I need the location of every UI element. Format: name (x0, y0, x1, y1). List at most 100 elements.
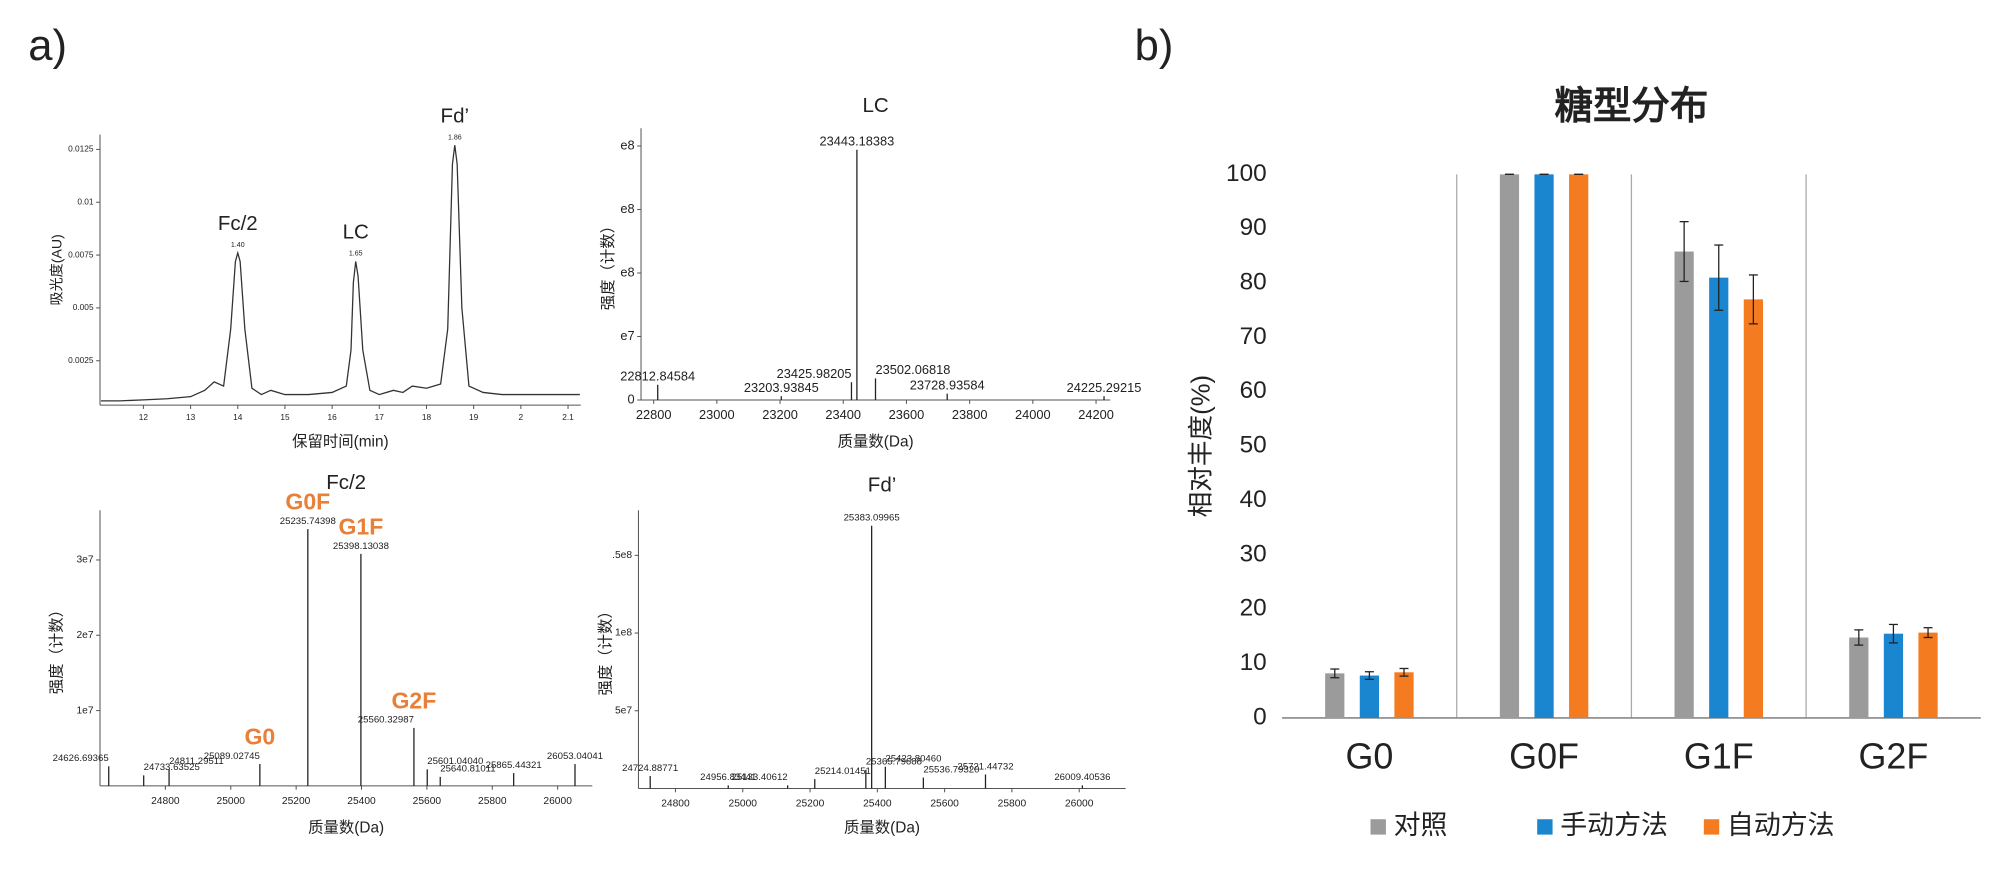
x-tick-label: 25000 (729, 799, 758, 810)
x-tick-label: 24000 (1015, 407, 1051, 422)
bar (1359, 675, 1380, 718)
x-tick-label: 15 (280, 412, 290, 422)
y-axis-label: 相对丰度(%) (1186, 375, 1215, 517)
x-tick-label: G0F (1509, 736, 1579, 776)
peak-label: 25383.09965 (844, 513, 900, 524)
y-tick-label: 1e7 (76, 705, 93, 716)
bar (1918, 632, 1938, 718)
bar (1499, 174, 1520, 718)
y-tick-label: e8 (620, 137, 634, 152)
peak-annotation: G0 (244, 724, 275, 750)
peak-label: 24724.88771 (622, 763, 678, 774)
x-tick-label: 16 (327, 412, 337, 422)
panel-label: b) (1135, 22, 1174, 70)
y-tick-label: 0.0025 (68, 355, 94, 365)
x-tick-label: 25800 (478, 796, 507, 807)
peak-label: 24626.69365 (53, 753, 109, 764)
peak-label: 25089.02745 (204, 751, 260, 762)
trace (100, 145, 580, 402)
y-tick-label: 60 (1240, 377, 1267, 404)
peak-label: 23728.93584 (910, 377, 985, 392)
legend-swatch (1370, 819, 1386, 835)
y-tick-label: 50 (1240, 432, 1267, 459)
bar (1849, 637, 1869, 718)
x-tick-label: 18 (422, 412, 432, 422)
x-tick-label: 12 (139, 412, 149, 422)
x-tick-label: 23800 (952, 407, 988, 422)
x-axis-label: 保留时间(min) (292, 432, 389, 450)
y-axis-label: 强度（计数） (596, 603, 614, 695)
peak-label: 26053.04041 (547, 751, 603, 762)
x-tick-label: 25200 (796, 799, 825, 810)
x-tick-label: 23000 (699, 407, 735, 422)
peak-label: 24733.63525 (144, 762, 200, 773)
x-tick-label: 25200 (282, 796, 311, 807)
y-tick-label: 0.01 (77, 196, 94, 206)
x-tick-label: 23400 (825, 407, 861, 422)
peak-label: 23425.98205 (777, 366, 852, 381)
x-axis-label: 质量数(Da) (844, 818, 920, 836)
bar (1674, 251, 1694, 718)
peak-label: 25133.40612 (732, 772, 788, 783)
peak-label: 25214.01451 (815, 766, 871, 777)
peak-annotation: Fc/2 (218, 212, 258, 235)
x-tick-label: 25000 (217, 796, 246, 807)
peak-label: 25365.79688 (866, 757, 922, 768)
y-tick-label: 80 (1240, 269, 1267, 296)
y-tick-label: 0.0075 (68, 249, 94, 259)
x-tick-label: 2 (519, 412, 524, 422)
x-tick-label: 17 (375, 412, 385, 422)
y-tick-label: 0.0125 (68, 144, 94, 154)
bar (1394, 672, 1414, 718)
peak-label: 25536.79320 (923, 764, 979, 775)
y-tick-label: e8 (620, 264, 634, 279)
x-tick-label: 26000 (1065, 799, 1094, 810)
y-axis-label: 强度（计数） (599, 218, 617, 310)
peak-annotation: G0F (285, 489, 330, 515)
chart-title: 糖型分布 (1555, 85, 1709, 128)
x-tick-label: 22800 (636, 407, 672, 422)
y-tick-label: .5e8 (612, 550, 632, 561)
x-tick-label: 23200 (762, 407, 798, 422)
peak-annotation: G2F (391, 687, 436, 713)
peak-label: 1.86 (448, 134, 462, 141)
x-tick-label: G1F (1684, 736, 1754, 776)
y-tick-label: 40 (1240, 486, 1267, 513)
peak-label: 25560.32987 (358, 715, 414, 726)
y-tick-label: 5e7 (615, 705, 632, 716)
x-tick-label: 14 (233, 412, 243, 422)
y-tick-label: 0.005 (73, 302, 94, 312)
peak-label: 25235.74398 (280, 516, 336, 527)
x-tick-label: 25800 (998, 799, 1027, 810)
x-tick-label: 25600 (930, 799, 959, 810)
bar (1325, 673, 1345, 718)
peak-label: 1.65 (349, 251, 363, 258)
x-tick-label: 25400 (863, 799, 892, 810)
x-tick-label: 24200 (1078, 407, 1114, 422)
panel-label: a) (28, 22, 67, 70)
bar (1883, 633, 1904, 718)
chart-title: LC (863, 94, 889, 117)
x-tick-label: 2.1 (562, 412, 574, 422)
x-tick-label: 25400 (347, 796, 376, 807)
peak-annotation: LC (343, 221, 369, 244)
peak-label: 23203.93845 (744, 380, 819, 395)
x-tick-label: 24800 (661, 799, 690, 810)
y-tick-label: 10 (1240, 649, 1267, 676)
y-tick-label: 0 (1253, 703, 1267, 730)
legend-swatch (1703, 819, 1720, 835)
peak-label: 25423.80460 (885, 754, 941, 765)
y-tick-label: 3e7 (76, 555, 93, 566)
x-tick-label: 24800 (151, 796, 180, 807)
x-tick-label: 19 (469, 412, 479, 422)
legend-label: 自动方法 (1727, 810, 1835, 840)
peak-label: 22812.84584 (620, 368, 695, 383)
peak-label: 1.40 (231, 242, 245, 249)
peak-label: 26009.40536 (1054, 772, 1110, 783)
y-axis-label: 强度（计数） (48, 602, 66, 694)
peak-label: 25640.81011 (440, 764, 495, 775)
x-axis-label: 质量数(Da) (308, 818, 384, 836)
peak-label: 23502.06818 (876, 362, 951, 377)
peak-label: 24225.29215 (1067, 380, 1142, 395)
x-tick-label: 13 (186, 412, 196, 422)
